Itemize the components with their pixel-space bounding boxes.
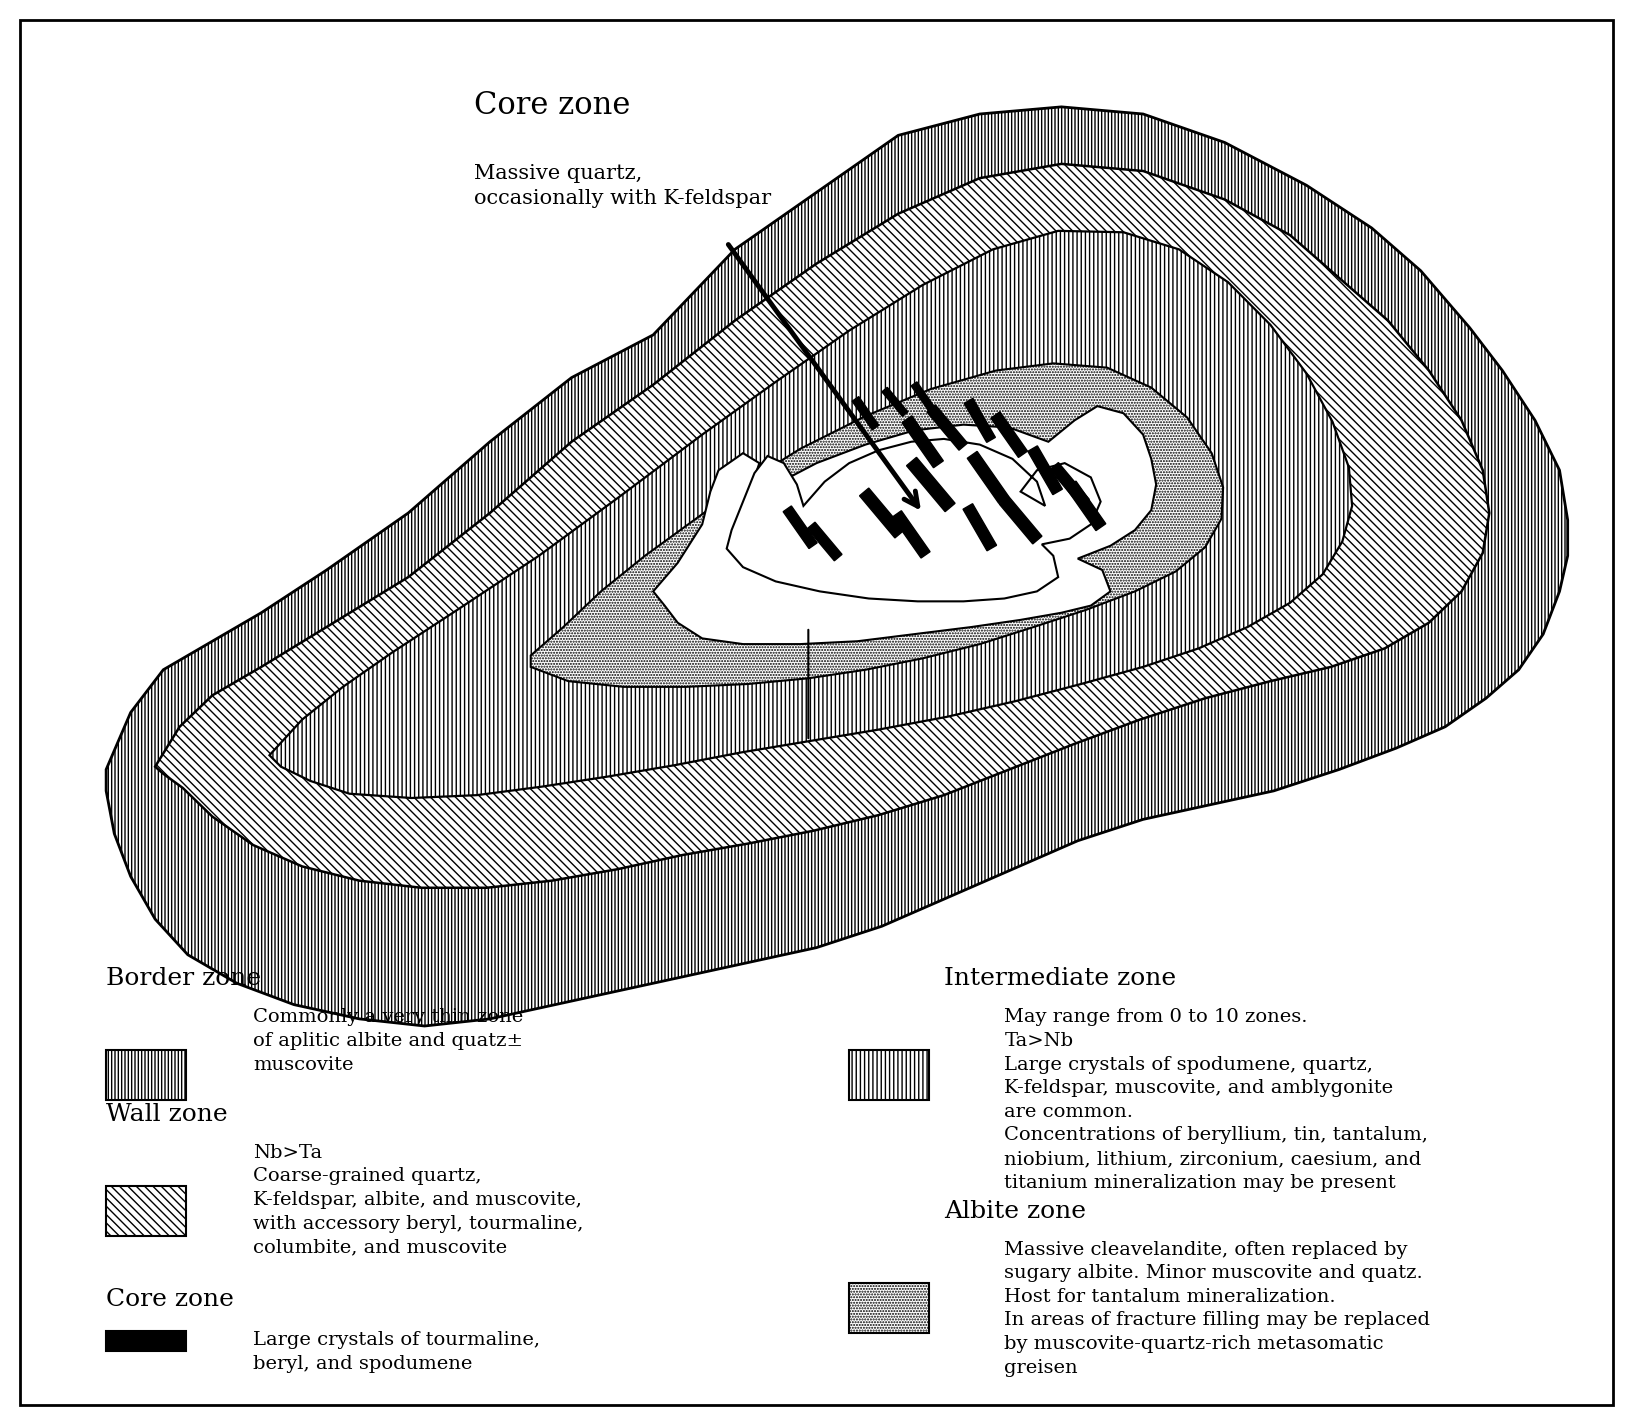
Text: Albite zone: Albite zone bbox=[943, 1200, 1085, 1223]
Polygon shape bbox=[783, 506, 816, 549]
Polygon shape bbox=[852, 396, 878, 430]
Polygon shape bbox=[530, 363, 1222, 687]
Polygon shape bbox=[911, 382, 934, 410]
Polygon shape bbox=[806, 522, 842, 561]
Polygon shape bbox=[653, 406, 1155, 644]
Polygon shape bbox=[858, 489, 904, 537]
Polygon shape bbox=[106, 1050, 186, 1100]
Polygon shape bbox=[901, 416, 943, 467]
Text: Core zone: Core zone bbox=[106, 1288, 233, 1311]
Text: Commonly a very thin zone
of aplitic albite and quatz±
muscovite: Commonly a very thin zone of aplitic alb… bbox=[253, 1009, 522, 1073]
Polygon shape bbox=[106, 1331, 186, 1351]
Polygon shape bbox=[849, 1050, 929, 1100]
Polygon shape bbox=[999, 496, 1041, 544]
Polygon shape bbox=[963, 503, 996, 551]
Polygon shape bbox=[1027, 446, 1062, 494]
Polygon shape bbox=[155, 164, 1488, 888]
Text: Large crystals of tourmaline,
beryl, and spodumene: Large crystals of tourmaline, beryl, and… bbox=[253, 1331, 540, 1372]
Polygon shape bbox=[991, 412, 1027, 457]
Text: Wall zone: Wall zone bbox=[106, 1103, 227, 1126]
Polygon shape bbox=[1049, 463, 1089, 506]
Text: Core zone: Core zone bbox=[473, 90, 630, 121]
Polygon shape bbox=[849, 1282, 929, 1332]
Polygon shape bbox=[726, 439, 1100, 601]
Text: May range from 0 to 10 zones.
Ta>Nb
Large crystals of spodumene, quartz,
K-felds: May range from 0 to 10 zones. Ta>Nb Larg… bbox=[1004, 1009, 1428, 1191]
Polygon shape bbox=[891, 510, 930, 559]
Polygon shape bbox=[966, 452, 1009, 503]
Text: Nb>Ta
Coarse-grained quartz,
K-feldspar, albite, and muscovite,
with accessory b: Nb>Ta Coarse-grained quartz, K-feldspar,… bbox=[253, 1144, 583, 1257]
Text: Border zone: Border zone bbox=[106, 968, 261, 990]
Text: Intermediate zone: Intermediate zone bbox=[943, 968, 1175, 990]
Polygon shape bbox=[1066, 482, 1105, 530]
Polygon shape bbox=[906, 457, 955, 512]
Polygon shape bbox=[963, 399, 996, 442]
Polygon shape bbox=[927, 405, 966, 450]
Polygon shape bbox=[106, 107, 1567, 1026]
Text: Massive cleavelandite, often replaced by
sugary albite. Minor muscovite and quat: Massive cleavelandite, often replaced by… bbox=[1004, 1241, 1430, 1377]
Polygon shape bbox=[106, 1186, 186, 1235]
Text: Massive quartz,
occasionally with K-feldspar: Massive quartz, occasionally with K-feld… bbox=[473, 164, 770, 208]
Polygon shape bbox=[881, 388, 907, 416]
Polygon shape bbox=[269, 231, 1351, 798]
